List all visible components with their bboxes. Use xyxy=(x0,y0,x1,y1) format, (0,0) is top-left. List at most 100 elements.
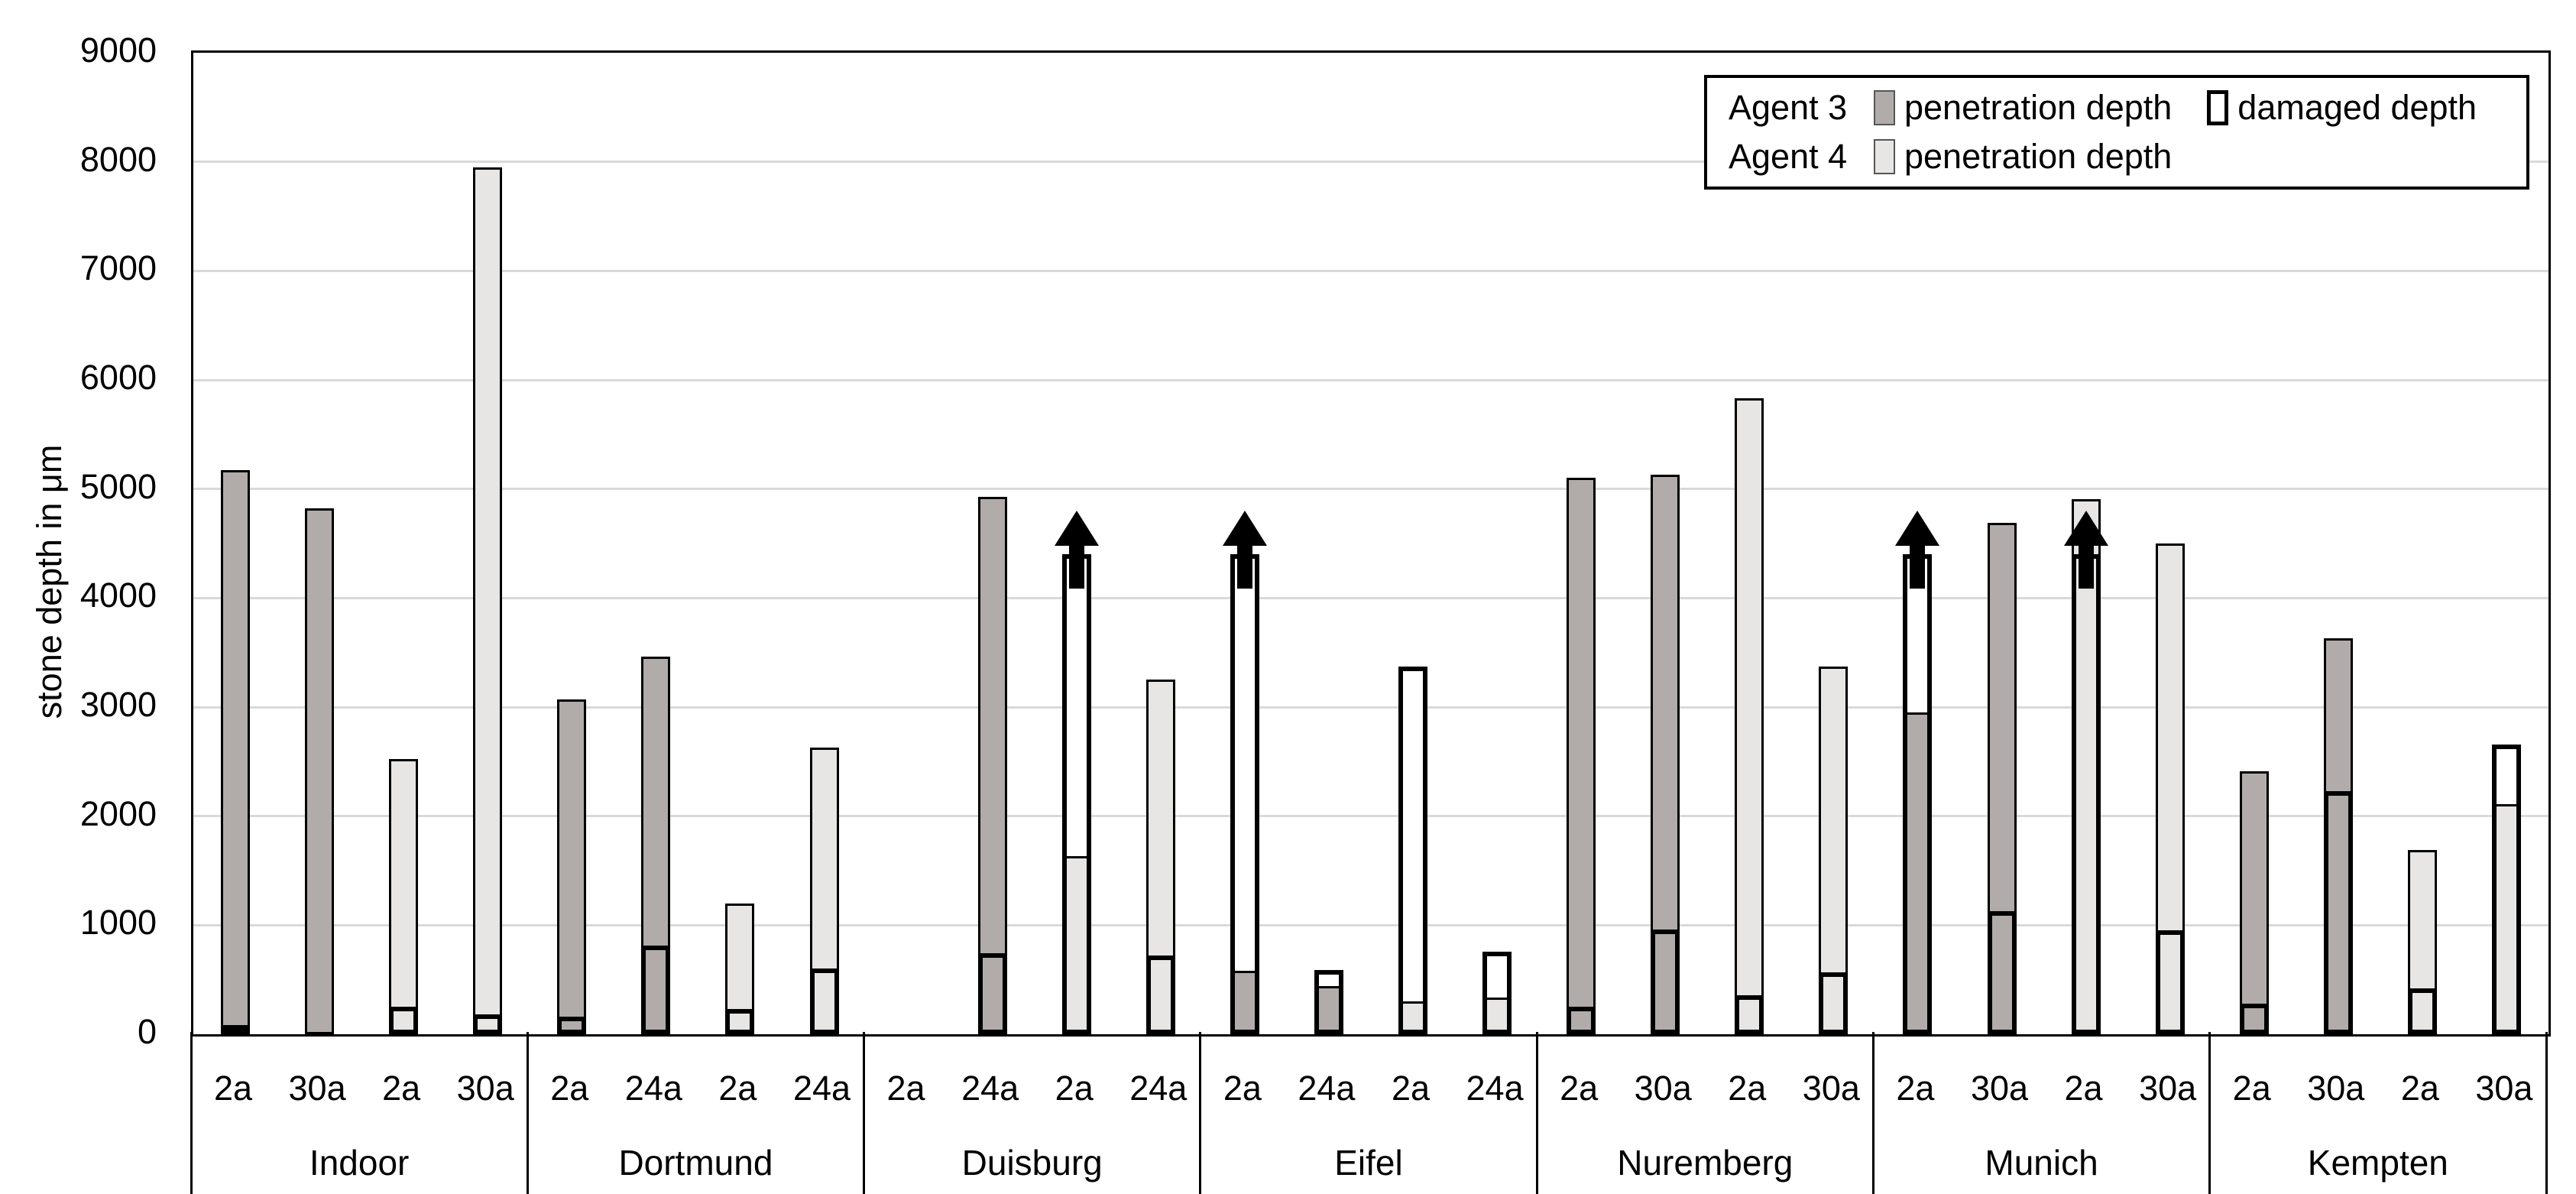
x-tick-label-exposure: 30a xyxy=(1802,1069,1860,1108)
y-axis-tick-labels: 0 1000 2000 3000 4000 5000 6000 7000 8000 9000 xyxy=(0,31,157,1051)
bar-penetration-agent4-munich-30a xyxy=(2155,543,2185,1034)
damage-exceeds-arrow-icon xyxy=(1895,511,1940,589)
y-tick-label: 8000 xyxy=(79,139,157,179)
bar-penetration-agent3-dortmund-24a xyxy=(641,657,671,1034)
group-divider xyxy=(190,1032,193,1194)
bar-damaged-fill-eifel-2a xyxy=(1230,554,1259,1034)
legend-swatch-agent3_penetration-icon xyxy=(1874,89,1895,125)
bar-damaged-outline-nuremberg-30a xyxy=(1819,972,1849,1034)
group-divider xyxy=(1199,1032,1202,1194)
x-tick-label-exposure: 2a xyxy=(550,1069,589,1108)
group-divider xyxy=(1535,1032,1538,1194)
legend-item-label: penetration depth xyxy=(1904,87,2173,127)
bar-damaged-outline-munich-2a xyxy=(1903,554,1933,1034)
legend-agent-label: Agent 3 xyxy=(1729,87,1848,127)
x-tick-label-exposure: 24a xyxy=(1298,1069,1356,1108)
bar-penetration-agent4-indoor-2a xyxy=(389,759,419,1034)
x-tick-label-exposure: 24a xyxy=(624,1069,682,1108)
bar-damaged-outline-munich-2a xyxy=(2071,554,2101,1034)
x-tick-label-exposure: 2a xyxy=(1896,1069,1935,1108)
y-tick-label: 9000 xyxy=(79,31,157,70)
bar-damaged-outline-dortmund-2a xyxy=(725,1009,755,1034)
gridline-7000 xyxy=(193,269,2548,272)
arrow-head xyxy=(1895,511,1940,547)
group-divider xyxy=(2208,1032,2211,1194)
y-tick-label: 0 xyxy=(137,1012,157,1051)
bar-damaged-outline-indoor-2a xyxy=(221,1025,251,1034)
bar-penetration-agent3-kempten-2a xyxy=(2239,771,2269,1034)
x-group-label-eifel: Eifel xyxy=(1334,1143,1403,1183)
y-tick-label: 2000 xyxy=(79,793,157,833)
bar-damaged-outline-indoor-30a xyxy=(473,1014,503,1034)
damage-exceeds-arrow-icon xyxy=(2063,511,2108,589)
plot-area xyxy=(191,50,2551,1037)
y-tick-label: 4000 xyxy=(79,576,157,615)
legend: Agent 3 penetration depth damaged depth Age… xyxy=(1704,75,2529,190)
bar-damaged-outline-eifel-2a xyxy=(1230,554,1259,1034)
x-group-label-nuremberg: Nuremberg xyxy=(1617,1143,1793,1183)
legend-item-label: penetration depth xyxy=(1904,137,2173,177)
bar-penetration-agent4-kempten-2a xyxy=(2407,849,2437,1034)
gridline-4000 xyxy=(193,596,2548,599)
bar-penetration-agent3-dortmund-2a xyxy=(557,699,587,1034)
bar-damaged-outline-kempten-2a xyxy=(2407,988,2437,1034)
bar-damaged-outline-dortmund-24a xyxy=(641,946,671,1034)
x-tick-label-exposure: 30a xyxy=(288,1069,346,1108)
x-tick-label-exposure: 2a xyxy=(1055,1069,1094,1108)
bar-damaged-outline-indoor-2a xyxy=(389,1007,419,1034)
legend-swatch-agent4_penetration-icon xyxy=(1874,139,1895,175)
x-tick-label-exposure: 30a xyxy=(1970,1069,2029,1108)
x-tick-label-exposure: 30a xyxy=(1634,1069,1692,1108)
bar-penetration-agent3-indoor-30a xyxy=(305,508,335,1034)
bar-damaged-outline-munich-30a xyxy=(1987,910,2017,1034)
group-divider xyxy=(1871,1032,1874,1194)
bar-damaged-outline-eifel-2a xyxy=(1398,667,1428,1034)
x-tick-label-exposure: 24a xyxy=(792,1069,851,1108)
arrow-stem xyxy=(1068,546,1084,589)
arrow-head xyxy=(1222,511,1267,547)
x-group-label-munich: Munich xyxy=(1985,1143,2098,1183)
legend-swatch-damaged-icon xyxy=(2207,89,2229,125)
legend-item-label: damaged depth xyxy=(2237,87,2477,127)
x-tick-label-exposure: 2a xyxy=(718,1069,757,1108)
bar-penetration-agent4-dortmund-24a xyxy=(809,747,839,1034)
damage-exceeds-arrow-icon xyxy=(1222,511,1267,589)
x-tick-label-exposure: 2a xyxy=(886,1069,925,1108)
group-divider xyxy=(863,1032,866,1194)
legend-row-1: Agent 3 penetration depth damaged depth xyxy=(1729,88,2526,128)
bar-penetration-agent3-nuremberg-2a xyxy=(1567,478,1596,1034)
x-tick-label-exposure: 30a xyxy=(2307,1069,2365,1108)
bar-damaged-outline-eifel-24a xyxy=(1482,951,1512,1034)
x-group-label-indoor: Indoor xyxy=(309,1143,410,1183)
x-tick-label-exposure: 2a xyxy=(2064,1069,2103,1108)
x-tick-label-exposure: 24a xyxy=(1129,1069,1188,1108)
bar-damaged-outline-duisburg-2a xyxy=(1061,554,1091,1034)
bar-damaged-outline-kempten-30a xyxy=(2323,790,2353,1034)
x-tick-label-exposure: 2a xyxy=(213,1069,253,1108)
arrow-head xyxy=(1054,511,1099,547)
legend-item-damaged: damaged depth xyxy=(2207,88,2477,128)
y-tick-label: 1000 xyxy=(79,903,157,943)
gridline-3000 xyxy=(193,706,2548,709)
x-group-label-kempten: Kempten xyxy=(2307,1143,2448,1183)
y-tick-label: 3000 xyxy=(79,685,157,724)
arrow-head xyxy=(2063,511,2108,547)
bar-penetration-agent3-indoor-2a xyxy=(221,470,251,1034)
x-tick-label-exposure: 2a xyxy=(2400,1069,2439,1108)
gridline-8000 xyxy=(193,161,2548,164)
bar-damaged-outline-nuremberg-2a xyxy=(1735,994,1764,1034)
x-tick-label-exposure: 2a xyxy=(1728,1069,1767,1108)
x-tick-label-exposure: 2a xyxy=(1223,1069,1262,1108)
x-tick-label-exposure: 30a xyxy=(2139,1069,2197,1108)
y-tick-label: 6000 xyxy=(79,358,157,397)
x-group-label-dortmund: Dortmund xyxy=(618,1143,773,1183)
arrow-stem xyxy=(1236,546,1252,589)
legend-row-2: Agent 4 penetration depth xyxy=(1729,137,2526,177)
x-tick-label-exposure: 2a xyxy=(2232,1069,2271,1108)
legend-item-agent3_penetration: penetration depth xyxy=(1874,88,2172,128)
bar-penetration-agent4-nuremberg-2a xyxy=(1735,398,1764,1034)
bar-damaged-outline-kempten-2a xyxy=(2239,1004,2269,1034)
bar-damaged-outline-dortmund-24a xyxy=(809,969,839,1034)
bar-damaged-outline-munich-30a xyxy=(2155,930,2185,1034)
